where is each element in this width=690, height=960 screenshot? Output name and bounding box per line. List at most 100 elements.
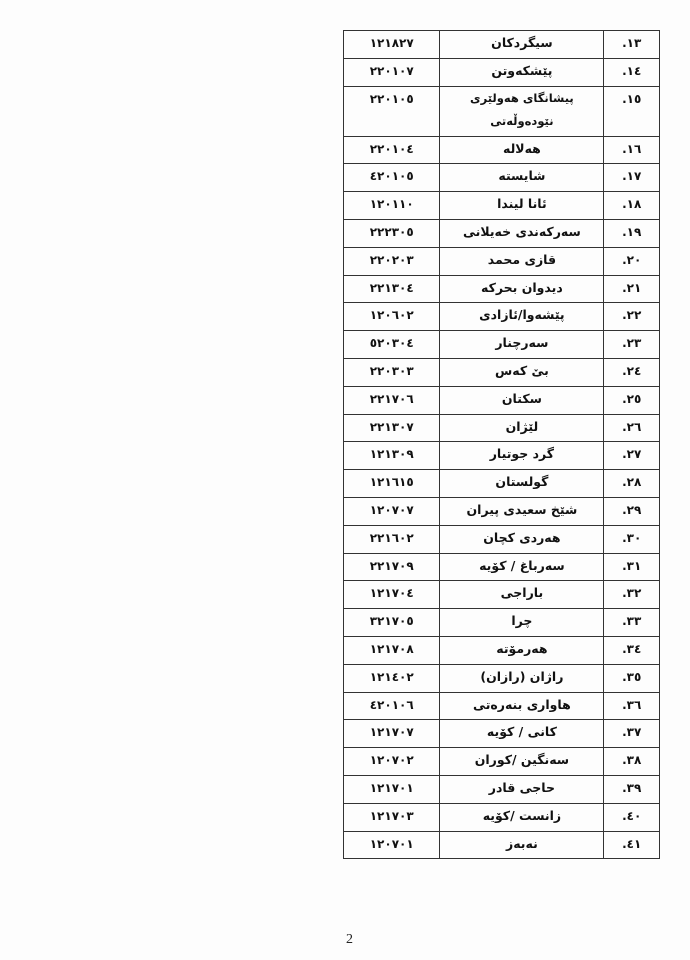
row-number-cell: ٢٠. [603,246,660,276]
name-cell: شێخ سعیدی پیران [439,496,605,526]
row-number-cell: ٢٣. [603,330,660,359]
schools-table: ١٢١٨٢٧ سیگردکان ١٣. ٢٢٠١٠٧ پێشکەوتن ١٤. ٢٢٠١٠٥… [342,30,660,860]
table-row: ١٢٠٧٠١ نەبەز ٤١. [342,830,660,860]
name-cell: چرا [439,608,605,637]
name-cell: باراجی [439,580,605,610]
name-cell: دیدوان بحرکە [439,274,605,304]
name-cell: بێ کەس [439,357,605,387]
table-row: ٢٢١٦٠٢ هەردی کچان ٣٠. [342,524,660,554]
row-number-cell: ٤٠. [603,802,660,832]
code-cell: ١٢١٣٠٩ [342,441,441,471]
code-cell: ١٢١٦١٥ [342,469,441,498]
table-row: ١٢١٣٠٩ گرد جوتیار ٢٧. [342,441,660,471]
row-number-cell: ٢٨. [603,469,660,498]
row-number-cell: ٣٧. [603,719,660,749]
code-cell: ٣٢١٧٠٥ [342,608,441,637]
row-number-cell: ٢١. [603,274,660,304]
code-cell: ٢٢١٣٠٧ [342,413,441,443]
name-cell: سەرباغ / کۆیە [439,552,605,582]
code-cell: ٢٢٠١٠٥ [342,85,441,137]
name-cell: هاواری بنەرەتی [439,691,605,721]
code-cell: ٢٢٠١٠٧ [342,57,441,87]
row-number-cell: ٢٥. [603,385,660,415]
code-cell: ٢٢١٦٠٢ [342,524,441,554]
code-cell: ١٢٠٦٠٢ [342,302,441,332]
name-cell: سکتان [439,385,605,415]
name-cell: شایستە [439,163,605,193]
row-number-cell: ٣١. [603,552,660,582]
row-number-cell: ٣٢. [603,580,660,610]
row-number-cell: ٣٦. [603,691,660,721]
name-cell: لێژان [439,413,605,443]
table-row: ٢٢٠١٠٥ پیشانگای هەولێری نێودەوڵەتی ١٥. [342,85,660,137]
table-row: ٢٢٢٣٠٥ سەرکەندی خەیلانی ١٩. [342,218,660,248]
code-cell: ٥٢٠٣٠٤ [342,330,441,359]
code-cell: ٢٢١٣٠٤ [342,274,441,304]
table-row: ٢٢١٧٠٦ سکتان ٢٥. [342,385,660,415]
code-cell: ١٢٠١١٠ [342,191,441,220]
table-row: ٢٢٠١٠٤ هەلالە ١٦. [342,135,660,165]
row-number-cell: ١٩. [603,218,660,248]
row-number-cell: ٢٧. [603,441,660,471]
row-number-cell: ١٥. [603,85,660,137]
row-number-cell: ٣٩. [603,774,660,804]
code-cell: ٤٢٠١٠٦ [342,691,441,721]
table-row: ١٢١٧٠٤ باراجی ٣٢. [342,580,660,610]
row-number-cell: ٣٠. [603,524,660,554]
page-number: 2 [346,932,353,947]
row-number-cell: ٣٨. [603,747,660,776]
table-row: ١٢١٧٠٣ زانست /کۆیە ٤٠. [342,802,660,832]
code-cell: ١٢١٤٠٢ [342,663,441,693]
table-row: ٢٢٠٣٠٣ بێ کەس ٢٤. [342,357,660,387]
row-number-cell: ٢٤. [603,357,660,387]
name-cell: راژان (رازان) [439,663,605,693]
name-cell: سەنگین /کوران [439,747,605,776]
table-row: ٢٢١٣٠٤ دیدوان بحرکە ٢١. [342,274,660,304]
code-cell: ١٢١٧٠٣ [342,802,441,832]
table-row: ١٢١٧٠٧ کانی / کۆیە ٣٧. [342,719,660,749]
name-cell: نەبەز [439,830,605,860]
table-row: ٢٢٠١٠٧ پێشکەوتن ١٤. [342,57,660,87]
row-number-cell: ٤١. [603,830,660,860]
code-cell: ١٢١٧٠٨ [342,635,441,665]
code-cell: ٢٢٠١٠٤ [342,135,441,165]
code-cell: ١٢١٨٢٧ [342,30,441,59]
row-number-cell: ٢٢. [603,302,660,332]
table-row: ١٢٠٧٠٧ شێخ سعیدی پیران ٢٩. [342,496,660,526]
row-number-cell: ٢٦. [603,413,660,443]
table-row: ٢٢١٣٠٧ لێژان ٢٦. [342,413,660,443]
table-row: ٤٢٠١٠٥ شایستە ١٧. [342,163,660,193]
code-cell: ٢٢٢٣٠٥ [342,218,441,248]
table-row: ١٢١٦١٥ گولستان ٢٨. [342,469,660,498]
table-row: ١٢٠٦٠٢ پێشەوا/ئازادی ٢٢. [342,302,660,332]
code-cell: ١٢٠٧٠٢ [342,747,441,776]
row-number-cell: ١٤. [603,57,660,87]
code-cell: ١٢١٧٠١ [342,774,441,804]
name-cell: پیشانگای هەولێری نێودەوڵەتی [439,85,605,137]
name-cell: گولستان [439,469,605,498]
code-cell: ٤٢٠١٠٥ [342,163,441,193]
table-row: ١٢١٨٢٧ سیگردکان ١٣. [342,30,660,59]
code-cell: ٢٢١٧٠٦ [342,385,441,415]
code-cell: ٢٢٠٢٠٣ [342,246,441,276]
name-cell: سەرکەندی خەیلانی [439,218,605,248]
table-row: ٥٢٠٣٠٤ سەرچنار ٢٣. [342,330,660,359]
row-number-cell: ٣٥. [603,663,660,693]
code-cell: ٢٢١٧٠٩ [342,552,441,582]
row-number-cell: ١٣. [603,30,660,59]
name-cell: پێشەوا/ئازادی [439,302,605,332]
name-cell: هەرمۆتە [439,635,605,665]
row-number-cell: ٣٤. [603,635,660,665]
code-cell: ١٢٠٧٠٧ [342,496,441,526]
name-cell: قازی محمد [439,246,605,276]
table-row: ١٢١٧٠٨ هەرمۆتە ٣٤. [342,635,660,665]
table-row: ١٢٠١١٠ ئانا لیندا ١٨. [342,191,660,220]
table-row: ١٢١٧٠١ حاجی قادر ٣٩. [342,774,660,804]
row-number-cell: ١٨. [603,191,660,220]
code-cell: ١٢١٧٠٤ [342,580,441,610]
name-cell: هەردی کچان [439,524,605,554]
code-cell: ١٢١٧٠٧ [342,719,441,749]
row-number-cell: ١٧. [603,163,660,193]
name-cell: سەرچنار [439,330,605,359]
name-cell: گرد جوتیار [439,441,605,471]
